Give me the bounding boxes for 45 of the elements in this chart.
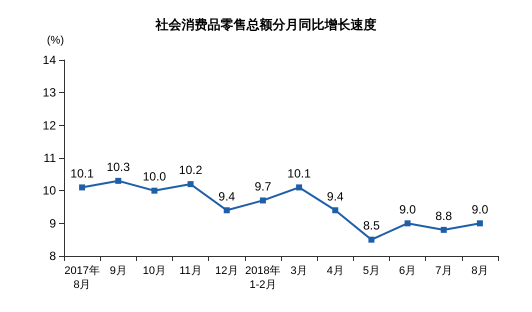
data-label: 8.5: [363, 218, 380, 233]
y-tick-label: 9: [49, 216, 56, 230]
point: [368, 236, 374, 243]
point: [296, 184, 302, 190]
point: [440, 226, 447, 233]
point: [224, 207, 230, 214]
point: [260, 197, 266, 204]
data-label: 10.1: [70, 166, 94, 180]
data-label: 9.4: [326, 189, 344, 204]
point: [79, 184, 86, 190]
x-tick-label: 8月: [471, 265, 488, 277]
y-axis-title: (%): [46, 34, 64, 46]
y-tick-label: 11: [44, 151, 56, 165]
x-tick-label: 11月: [179, 265, 202, 277]
y-tick-label: 8: [49, 249, 56, 263]
y-tick-label: 13: [42, 86, 56, 100]
point: [476, 220, 483, 226]
point: [404, 220, 411, 226]
data-label: 10.2: [178, 163, 203, 178]
data-label: 10.3: [106, 160, 130, 174]
y-tick-label: 14: [42, 53, 56, 67]
data-label: 8.8: [435, 208, 452, 223]
data-label: 9.0: [472, 202, 489, 216]
x-tick-label: 3月: [290, 265, 308, 277]
point: [332, 207, 338, 214]
x-tick-label: 5月: [362, 265, 380, 277]
data-label: 9.4: [218, 189, 236, 204]
data-label: 9.0: [399, 202, 416, 216]
data-label: 10.0: [142, 170, 166, 184]
x-tick-label: 7月: [435, 265, 452, 277]
y-tick-label: 10: [42, 184, 56, 198]
y-tick-label: 12: [42, 118, 56, 132]
x-tick-label: 12月: [215, 265, 238, 277]
point: [188, 181, 194, 188]
x-tick-label: 10月: [142, 265, 166, 277]
data-label: 10.1: [287, 166, 312, 180]
x-tick-label: 9月: [110, 265, 127, 277]
x-tick-label: 2018年 1-2月: [245, 265, 281, 291]
data-label: 9.7: [254, 179, 272, 194]
x-tick-label: 4月: [326, 265, 344, 277]
point: [115, 178, 122, 184]
x-tick-label: 2017年 8月: [64, 265, 100, 291]
x-tick-label: 6月: [399, 265, 416, 277]
chart-title: 社会消费品零售总额分月同比增长速度: [154, 17, 376, 33]
point: [151, 188, 158, 194]
